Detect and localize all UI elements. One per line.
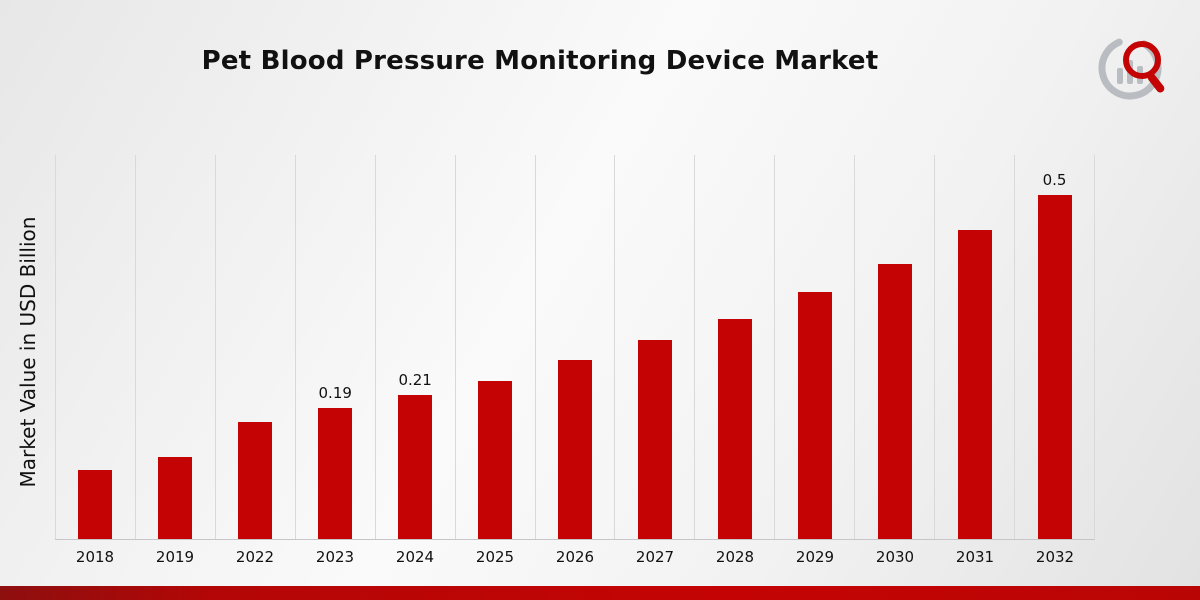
chart-column bbox=[854, 155, 934, 539]
x-tick-2026: 2026 bbox=[555, 548, 595, 566]
x-tick-2027: 2027 bbox=[635, 548, 675, 566]
logo-graphic bbox=[1098, 36, 1165, 100]
bar-2031 bbox=[957, 230, 992, 539]
bar-2027 bbox=[637, 340, 672, 539]
x-tick-2028: 2028 bbox=[715, 548, 755, 566]
chart-column bbox=[454, 155, 535, 539]
bar-2019 bbox=[158, 457, 193, 539]
bar-2018 bbox=[78, 470, 113, 539]
bar-value-label: 0.19 bbox=[318, 384, 352, 402]
x-tick-2019: 2019 bbox=[155, 548, 195, 566]
bar-2028 bbox=[717, 319, 752, 539]
market-research-logo bbox=[1090, 30, 1182, 114]
bar-value-label: 0.21 bbox=[398, 371, 432, 389]
chart-column bbox=[214, 155, 295, 539]
x-tick-2018: 2018 bbox=[75, 548, 115, 566]
x-tick-2023: 2023 bbox=[315, 548, 355, 566]
x-tick-2029: 2029 bbox=[795, 548, 835, 566]
chart-column bbox=[934, 155, 1014, 539]
x-tick-2030: 2030 bbox=[875, 548, 915, 566]
bar-2029 bbox=[797, 292, 832, 539]
y-axis-label: Market Value in USD Billion bbox=[16, 216, 40, 488]
bar-value-label: 0.5 bbox=[1042, 171, 1067, 189]
bar-2025 bbox=[478, 381, 513, 539]
chart-title: Pet Blood Pressure Monitoring Device Mar… bbox=[201, 46, 879, 76]
chart-column bbox=[134, 155, 215, 539]
chart-column bbox=[55, 155, 135, 539]
x-tick-2024: 2024 bbox=[395, 548, 435, 566]
x-tick-2025: 2025 bbox=[475, 548, 515, 566]
chart-column bbox=[534, 155, 615, 539]
x-tick-2031: 2031 bbox=[955, 548, 995, 566]
chart-column: 0.21 bbox=[374, 155, 455, 539]
bar-2032 bbox=[1037, 195, 1072, 539]
chart-column: 0.19 bbox=[294, 155, 375, 539]
x-axis-tick-labels: 2018 2019 2022 2023 2024 2025 2026 2027 2028 2029… bbox=[55, 548, 1095, 566]
bar-2022 bbox=[238, 422, 273, 539]
bar-2026 bbox=[557, 360, 592, 539]
x-tick-2032: 2032 bbox=[1035, 548, 1075, 566]
chart-column bbox=[694, 155, 774, 539]
bar-2023 bbox=[318, 408, 353, 539]
chart-column: 0.5 bbox=[1014, 155, 1095, 539]
x-tick-2022: 2022 bbox=[235, 548, 275, 566]
bottom-accent-stripe bbox=[0, 586, 1200, 600]
chart-column bbox=[774, 155, 854, 539]
bar-2030 bbox=[877, 264, 912, 539]
bar-2024 bbox=[398, 395, 433, 539]
chart-column bbox=[614, 155, 694, 539]
plot-area: 0.19 0.21 0.5 bbox=[55, 155, 1095, 540]
